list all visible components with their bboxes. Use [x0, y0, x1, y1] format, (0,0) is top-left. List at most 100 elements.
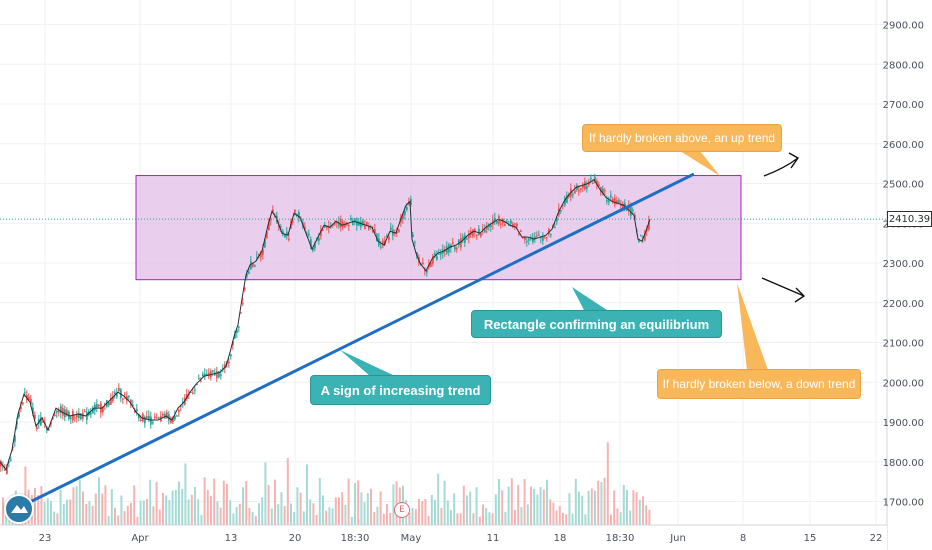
volume-bar [472, 513, 475, 525]
candle-body [640, 235, 642, 237]
candle-body [224, 364, 226, 368]
volume-bar [645, 505, 648, 525]
candle-body [244, 288, 246, 290]
x-tick-label: 13 [225, 533, 238, 544]
volume-bar [629, 510, 632, 525]
volume-bar [424, 498, 427, 525]
volume-bar [542, 489, 545, 525]
candle-body [228, 361, 230, 364]
candle-body [86, 412, 88, 420]
y-tick-label: 2500.00 [883, 180, 924, 191]
volume-bar [354, 483, 356, 525]
volume-bar [373, 512, 376, 525]
candle-body [556, 217, 558, 222]
candle-body [514, 223, 516, 225]
candle-body [42, 421, 44, 423]
candle-body [10, 459, 12, 461]
volume-bar [578, 491, 580, 525]
candle-body [170, 417, 172, 423]
candle-body [562, 204, 564, 206]
volume-bar [379, 491, 382, 525]
y-tick-label: 2000.00 [883, 378, 924, 389]
candle-body [126, 395, 128, 401]
volume-bar [600, 482, 603, 525]
candle-body [288, 239, 290, 241]
candle-body [462, 236, 464, 239]
volume-bar [69, 499, 72, 525]
volume-bar [539, 486, 542, 525]
volume-bar [411, 508, 414, 525]
x-tick-label: 15 [804, 533, 817, 544]
volume-bar [517, 485, 520, 525]
candle-body [196, 384, 198, 386]
candle-body [92, 407, 94, 414]
y-tick-label: 2800.00 [883, 60, 924, 71]
candle-body [174, 415, 176, 420]
volume-bar [264, 462, 267, 525]
candle-body [242, 303, 244, 305]
volume-bar [626, 489, 628, 525]
candle-body [230, 354, 232, 357]
candle-body [308, 233, 310, 236]
volume-bar [213, 478, 216, 525]
volume-bar [338, 497, 340, 525]
candle-body [630, 206, 632, 216]
volume-bar [174, 489, 177, 525]
volume-bar [40, 486, 43, 525]
candle-body [454, 246, 456, 250]
candle-body [250, 261, 252, 270]
tradingview-logo-icon[interactable] [4, 494, 34, 524]
candle-body [110, 398, 112, 405]
candle-body [54, 414, 56, 416]
candle-body [138, 414, 140, 419]
volume-bar [290, 503, 292, 525]
volume-bar [123, 511, 126, 525]
candle-body [604, 190, 606, 192]
candle-body [524, 237, 526, 240]
earnings-event-icon[interactable]: E [394, 502, 410, 518]
candle-body [148, 415, 150, 420]
candle-body [584, 181, 586, 190]
annotation-up-trend[interactable]: If hardly broken above, an up trend [582, 124, 782, 152]
candle-body [334, 223, 336, 225]
volume-bar [98, 477, 100, 525]
volume-bar [283, 505, 286, 525]
candle-body [438, 253, 440, 255]
volume-bar [229, 500, 232, 525]
candle-body [218, 371, 220, 378]
annotation-down-trend[interactable]: If hardly broken below, a down trend [657, 369, 861, 399]
annotation-equilibrium[interactable]: Rectangle confirming an equilibrium [471, 310, 722, 338]
volume-bar [434, 499, 436, 525]
volume-bar [155, 481, 158, 525]
volume-bar [219, 507, 222, 525]
volume-bar [597, 480, 600, 525]
candle-body [130, 399, 132, 405]
annotation-increasing-trend[interactable]: A sign of increasing trend [310, 375, 491, 405]
candle-body [360, 221, 362, 227]
candle-body [322, 229, 324, 231]
candle-body [134, 410, 136, 413]
volume-bar [232, 513, 235, 525]
candle-body [232, 340, 234, 346]
candle-body [598, 184, 600, 187]
candle-body [122, 398, 124, 400]
equilibrium-callout-pointer [572, 287, 610, 312]
volume-bar [450, 510, 452, 525]
volume-bar [286, 458, 289, 525]
y-tick-label: 1900.00 [883, 418, 924, 429]
candle-body [458, 239, 460, 245]
candle-body [206, 373, 208, 376]
candle-body [594, 176, 596, 183]
equilibrium-rectangle [135, 175, 742, 281]
candle-body [326, 227, 328, 229]
candle-body [480, 233, 482, 237]
volume-bar [501, 490, 504, 525]
volume-bar [475, 487, 478, 525]
candle-body [102, 406, 104, 413]
volume-bar [366, 493, 369, 525]
candle-body [340, 219, 342, 228]
x-tick-label: 23 [39, 533, 52, 544]
volume-bar [382, 513, 385, 525]
candle-body [566, 195, 568, 203]
